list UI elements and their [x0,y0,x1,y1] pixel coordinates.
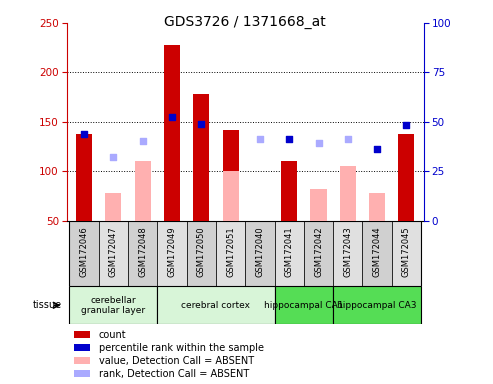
Bar [157,286,275,324]
Bar [311,189,326,221]
Bar [135,162,151,221]
Bar [246,221,275,286]
Bar [70,286,157,324]
Text: cerebellar
granular layer: cerebellar granular layer [81,296,145,315]
Point [344,136,352,142]
Text: hippocampal CA1: hippocampal CA1 [264,301,344,310]
Text: GSM172042: GSM172042 [314,226,323,276]
Text: GSM172046: GSM172046 [80,226,89,277]
Bar [74,344,90,351]
Point [315,140,322,146]
Bar [164,45,180,221]
Point [109,154,117,160]
Point [139,137,147,144]
Text: rank, Detection Call = ABSENT: rank, Detection Call = ABSENT [99,369,249,379]
Bar [193,94,210,221]
Bar [222,171,239,221]
Text: GSM172049: GSM172049 [168,226,176,276]
Bar [222,130,239,221]
Bar [99,221,128,286]
Point [168,114,176,120]
Bar [398,134,415,221]
Bar [76,134,92,221]
Text: value, Detection Call = ABSENT: value, Detection Call = ABSENT [99,356,254,366]
Text: GSM172048: GSM172048 [138,226,147,277]
Text: GDS3726 / 1371668_at: GDS3726 / 1371668_at [164,15,326,29]
Text: cerebral cortex: cerebral cortex [181,301,250,310]
Bar [275,221,304,286]
Bar [281,162,297,221]
Bar [275,286,333,324]
Point [402,122,410,128]
Bar [333,286,421,324]
Point [197,121,205,127]
Bar [74,370,90,377]
Point [256,136,264,142]
Bar [362,221,392,286]
Bar [369,193,385,221]
Bar [70,221,99,286]
Text: GSM172045: GSM172045 [402,226,411,276]
Text: percentile rank within the sample: percentile rank within the sample [99,343,264,353]
Text: GSM172047: GSM172047 [109,226,118,277]
Text: tissue: tissue [33,300,62,310]
Bar [128,221,157,286]
Bar [106,193,121,221]
Text: GSM172051: GSM172051 [226,226,235,276]
Text: GSM172050: GSM172050 [197,226,206,276]
Text: GSM172041: GSM172041 [285,226,294,276]
Bar [304,221,333,286]
Bar [340,166,356,221]
Text: hippocampal CA3: hippocampal CA3 [337,301,417,310]
Bar [187,221,216,286]
Point [373,146,381,152]
Bar [392,221,421,286]
Bar [333,221,362,286]
Text: GSM172044: GSM172044 [373,226,382,276]
Bar [216,221,246,286]
Bar [157,221,187,286]
Bar [74,331,90,338]
Bar [74,357,90,364]
Point [285,136,293,142]
Text: count: count [99,330,126,340]
Text: GSM172043: GSM172043 [343,226,352,277]
Point [80,131,88,137]
Text: GSM172040: GSM172040 [255,226,264,276]
